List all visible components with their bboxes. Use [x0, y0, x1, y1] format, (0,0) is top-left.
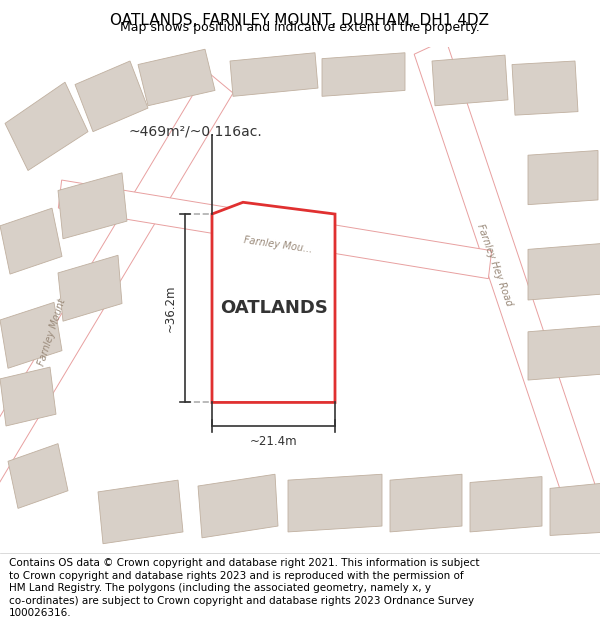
Polygon shape	[212, 202, 335, 402]
Polygon shape	[75, 61, 148, 132]
Polygon shape	[0, 367, 56, 426]
Text: Contains OS data © Crown copyright and database right 2021. This information is : Contains OS data © Crown copyright and d…	[9, 558, 479, 568]
Polygon shape	[390, 474, 462, 532]
Text: ~469m²/~0.116ac.: ~469m²/~0.116ac.	[128, 124, 262, 139]
Polygon shape	[58, 173, 127, 239]
Text: Farnley Hey Road: Farnley Hey Road	[475, 222, 515, 307]
Text: HM Land Registry. The polygons (including the associated geometry, namely x, y: HM Land Registry. The polygons (includin…	[9, 583, 431, 593]
Polygon shape	[512, 61, 578, 115]
Text: ~21.4m: ~21.4m	[250, 436, 298, 448]
Text: co-ordinates) are subject to Crown copyright and database rights 2023 Ordnance S: co-ordinates) are subject to Crown copyr…	[9, 596, 474, 606]
Text: 100026316.: 100026316.	[9, 609, 71, 619]
Polygon shape	[230, 52, 318, 96]
Polygon shape	[0, 302, 62, 368]
Polygon shape	[0, 208, 62, 274]
Polygon shape	[0, 71, 233, 493]
Polygon shape	[288, 474, 382, 532]
Text: Farnley Mou...: Farnley Mou...	[243, 235, 313, 254]
Polygon shape	[528, 326, 600, 380]
Polygon shape	[138, 49, 215, 106]
Polygon shape	[58, 180, 491, 279]
Text: Farnley Mount: Farnley Mount	[37, 297, 68, 366]
Polygon shape	[528, 244, 600, 300]
Polygon shape	[550, 482, 600, 536]
Polygon shape	[98, 480, 183, 544]
Text: OATLANDS, FARNLEY MOUNT, DURHAM, DH1 4DZ: OATLANDS, FARNLEY MOUNT, DURHAM, DH1 4DZ	[110, 13, 490, 28]
Polygon shape	[470, 477, 542, 532]
Text: OATLANDS: OATLANDS	[220, 299, 328, 318]
Polygon shape	[198, 474, 278, 538]
Polygon shape	[414, 39, 596, 502]
Polygon shape	[322, 52, 405, 96]
Text: to Crown copyright and database rights 2023 and is reproduced with the permissio: to Crown copyright and database rights 2…	[9, 571, 464, 581]
Text: Map shows position and indicative extent of the property.: Map shows position and indicative extent…	[120, 21, 480, 34]
Polygon shape	[5, 82, 88, 171]
Polygon shape	[432, 55, 508, 106]
Polygon shape	[58, 255, 122, 321]
Text: ~36.2m: ~36.2m	[164, 284, 177, 332]
Polygon shape	[8, 444, 68, 508]
Polygon shape	[528, 151, 598, 204]
